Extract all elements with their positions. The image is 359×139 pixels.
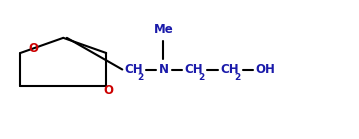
Text: CH: CH: [124, 63, 143, 76]
Text: 2: 2: [234, 73, 240, 82]
Text: N: N: [158, 63, 168, 76]
Text: O: O: [103, 84, 113, 97]
Text: O: O: [28, 42, 38, 55]
Text: Me: Me: [154, 23, 173, 36]
Text: OH: OH: [255, 63, 275, 76]
Text: CH: CH: [220, 63, 239, 76]
Text: 2: 2: [199, 73, 205, 82]
Text: 2: 2: [137, 73, 144, 82]
Text: CH: CH: [185, 63, 204, 76]
